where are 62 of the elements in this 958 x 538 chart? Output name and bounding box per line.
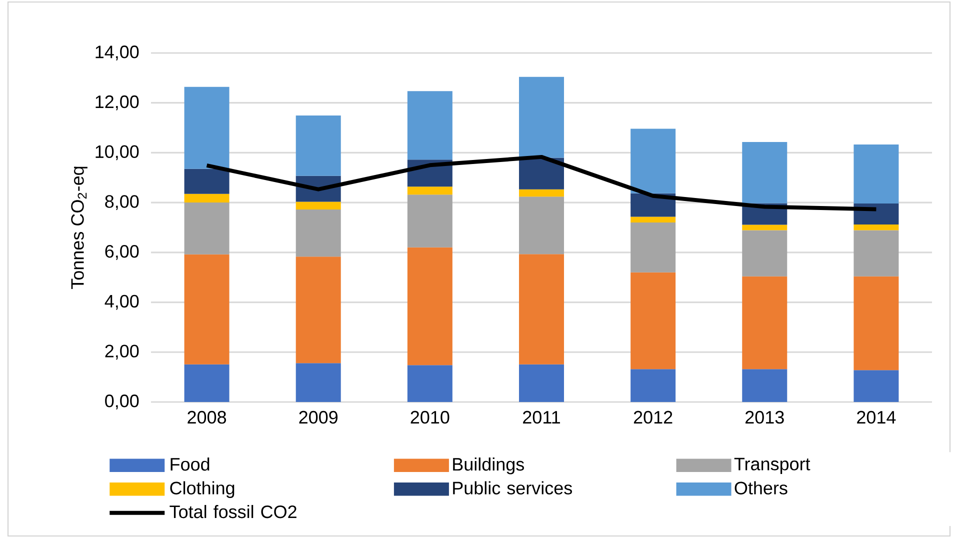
bar	[296, 202, 341, 210]
bar	[519, 196, 564, 254]
bar	[184, 254, 230, 364]
bar	[296, 363, 341, 402]
x-tick-label: 2012	[634, 410, 672, 424]
bar	[519, 158, 564, 190]
y-tick-label: 2,00	[105, 344, 139, 360]
bar	[184, 202, 230, 254]
y-tick-label: 8,00	[105, 195, 139, 210]
x-tick-label: 2008	[188, 410, 226, 424]
x-tick-label: 2011	[523, 410, 560, 424]
y-tick-label: 14,00	[96, 46, 139, 60]
bar	[854, 224, 899, 230]
bar	[854, 204, 899, 224]
bar	[630, 128, 676, 194]
bar	[854, 230, 899, 276]
bar	[630, 222, 676, 272]
y-tick-label: 12,00	[96, 95, 139, 110]
legend-label: Transport	[734, 458, 810, 474]
x-tick-label: 2010	[410, 410, 450, 424]
bar	[296, 256, 341, 364]
bar	[742, 276, 788, 370]
y-tick-label: 0,00	[105, 394, 139, 410]
legend-label: Total fossil CO2	[170, 504, 296, 518]
y-tick-label: 6,00	[105, 244, 139, 260]
bar	[742, 369, 788, 402]
bar	[184, 364, 230, 402]
y-axis-title: Tonnes CO$_{2}$-eq	[71, 166, 88, 289]
bar	[407, 91, 452, 160]
y-tick-label: 10,00	[96, 145, 139, 160]
bar	[742, 142, 788, 204]
bar	[519, 189, 564, 197]
bar	[184, 86, 230, 169]
bar	[742, 224, 788, 230]
legend-label: Clothing	[170, 481, 234, 498]
legend-label: Buildings	[453, 457, 524, 474]
x-tick-label: 2013	[746, 410, 784, 424]
x-tick-label: 2009	[299, 410, 338, 424]
bar	[184, 168, 230, 194]
legend-label: Others	[734, 481, 788, 494]
bar	[854, 370, 899, 402]
bar	[854, 144, 899, 204]
line-series	[204, 154, 878, 212]
y-tick-label: 4,00	[104, 294, 139, 310]
bar	[407, 365, 452, 402]
bar	[742, 230, 788, 276]
bar	[519, 364, 564, 402]
x-tick-label: 2014	[857, 410, 896, 424]
bar	[519, 76, 564, 158]
bar	[854, 276, 899, 370]
bar	[296, 210, 341, 257]
bar	[184, 194, 230, 203]
bar	[407, 186, 452, 195]
bar	[630, 369, 676, 402]
bar	[296, 116, 341, 176]
legend-label: Food	[170, 457, 210, 471]
bar	[630, 216, 676, 223]
bar	[519, 254, 564, 364]
bar	[407, 247, 452, 366]
legend-label: Public services	[453, 481, 572, 494]
bar	[630, 272, 676, 370]
bar	[407, 194, 452, 248]
